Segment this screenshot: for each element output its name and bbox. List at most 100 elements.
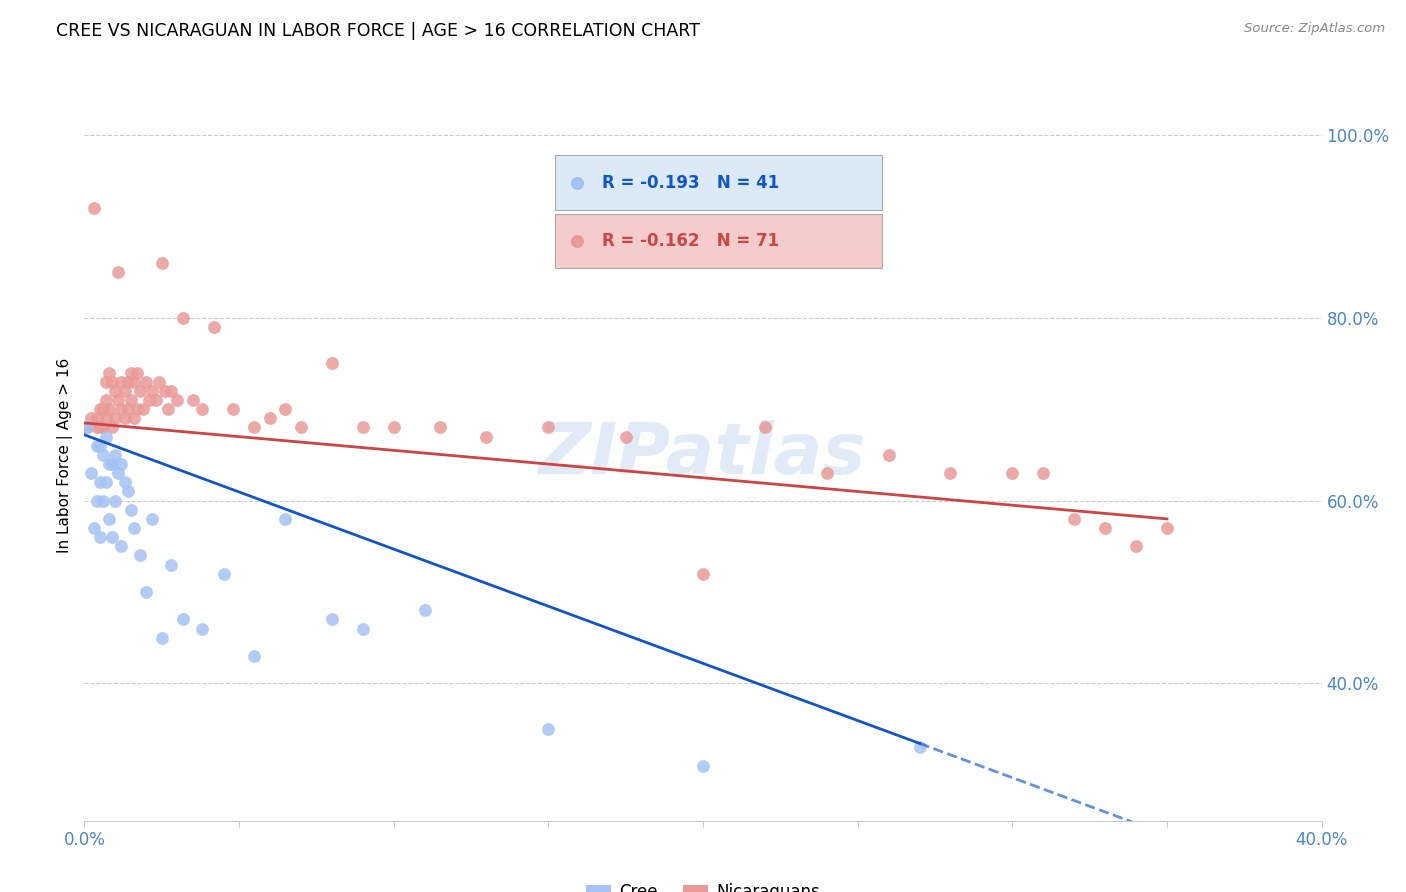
Point — [76, 420, 98, 434]
Point — [94, 393, 117, 408]
Point — [172, 310, 194, 325]
Point — [122, 521, 145, 535]
Point — [815, 466, 838, 480]
Point — [754, 420, 776, 434]
Point — [153, 384, 176, 398]
Point — [877, 448, 900, 462]
Point — [101, 457, 124, 471]
Point — [259, 411, 281, 425]
Point — [141, 384, 163, 398]
Point — [1063, 512, 1085, 526]
Point — [120, 393, 142, 408]
Point — [91, 448, 114, 462]
Point — [101, 530, 124, 544]
Point — [222, 402, 245, 417]
Point — [908, 740, 931, 755]
Point — [114, 384, 136, 398]
Point — [114, 411, 136, 425]
Point — [537, 420, 560, 434]
Text: Source: ZipAtlas.com: Source: ZipAtlas.com — [1244, 22, 1385, 36]
Point — [352, 420, 374, 434]
Point — [101, 420, 124, 434]
Point — [172, 613, 194, 627]
Point — [94, 429, 117, 443]
Text: ZIPatlas: ZIPatlas — [540, 420, 866, 490]
Point — [202, 319, 225, 334]
Point — [321, 356, 343, 371]
Point — [83, 201, 105, 215]
Point — [89, 475, 111, 490]
Point — [160, 384, 183, 398]
Point — [79, 466, 101, 480]
Point — [86, 420, 108, 434]
Point — [110, 402, 132, 417]
Point — [160, 558, 183, 572]
Point — [243, 420, 266, 434]
Legend: Cree, Nicaraguans: Cree, Nicaraguans — [579, 876, 827, 892]
Point — [212, 566, 235, 581]
Point — [122, 375, 145, 389]
Point — [83, 521, 105, 535]
Point — [138, 393, 160, 408]
Point — [91, 402, 114, 417]
Point — [86, 493, 108, 508]
Point — [429, 420, 451, 434]
Point — [1305, 318, 1327, 332]
Point — [110, 457, 132, 471]
Point — [135, 375, 157, 389]
Point — [98, 512, 121, 526]
Point — [120, 366, 142, 380]
Point — [76, 420, 98, 434]
Bar — [554, 155, 883, 210]
Point — [94, 375, 117, 389]
Point — [537, 723, 560, 737]
Point — [125, 366, 148, 380]
Point — [191, 402, 214, 417]
Point — [89, 530, 111, 544]
Point — [91, 420, 114, 434]
Point — [939, 466, 962, 480]
Point — [104, 448, 127, 462]
Point — [94, 411, 117, 425]
Point — [117, 375, 139, 389]
Point — [129, 384, 152, 398]
Point — [141, 512, 163, 526]
Point — [110, 539, 132, 553]
Point — [321, 613, 343, 627]
Point — [79, 411, 101, 425]
Text: R = -0.162   N = 71: R = -0.162 N = 71 — [602, 232, 779, 251]
Point — [150, 256, 173, 270]
Point — [692, 758, 714, 772]
Point — [1125, 539, 1147, 553]
Point — [120, 503, 142, 517]
Point — [114, 475, 136, 490]
Point — [86, 411, 108, 425]
Point — [181, 393, 204, 408]
Point — [89, 420, 111, 434]
Point — [274, 402, 297, 417]
Point — [107, 393, 129, 408]
Point — [98, 366, 121, 380]
Point — [94, 475, 117, 490]
Point — [122, 411, 145, 425]
Point — [104, 411, 127, 425]
Point — [129, 549, 152, 563]
Point — [1001, 466, 1024, 480]
Point — [413, 603, 436, 617]
Text: R = -0.193   N = 41: R = -0.193 N = 41 — [602, 174, 779, 192]
Point — [117, 484, 139, 499]
Point — [274, 512, 297, 526]
Point — [191, 622, 214, 636]
Point — [91, 493, 114, 508]
Point — [290, 420, 312, 434]
Point — [1305, 244, 1327, 259]
Point — [135, 585, 157, 599]
Point — [98, 402, 121, 417]
Point — [382, 420, 405, 434]
Point — [110, 375, 132, 389]
Point — [101, 375, 124, 389]
Point — [148, 375, 170, 389]
Y-axis label: In Labor Force | Age > 16: In Labor Force | Age > 16 — [58, 358, 73, 552]
Point — [125, 402, 148, 417]
Point — [145, 393, 167, 408]
